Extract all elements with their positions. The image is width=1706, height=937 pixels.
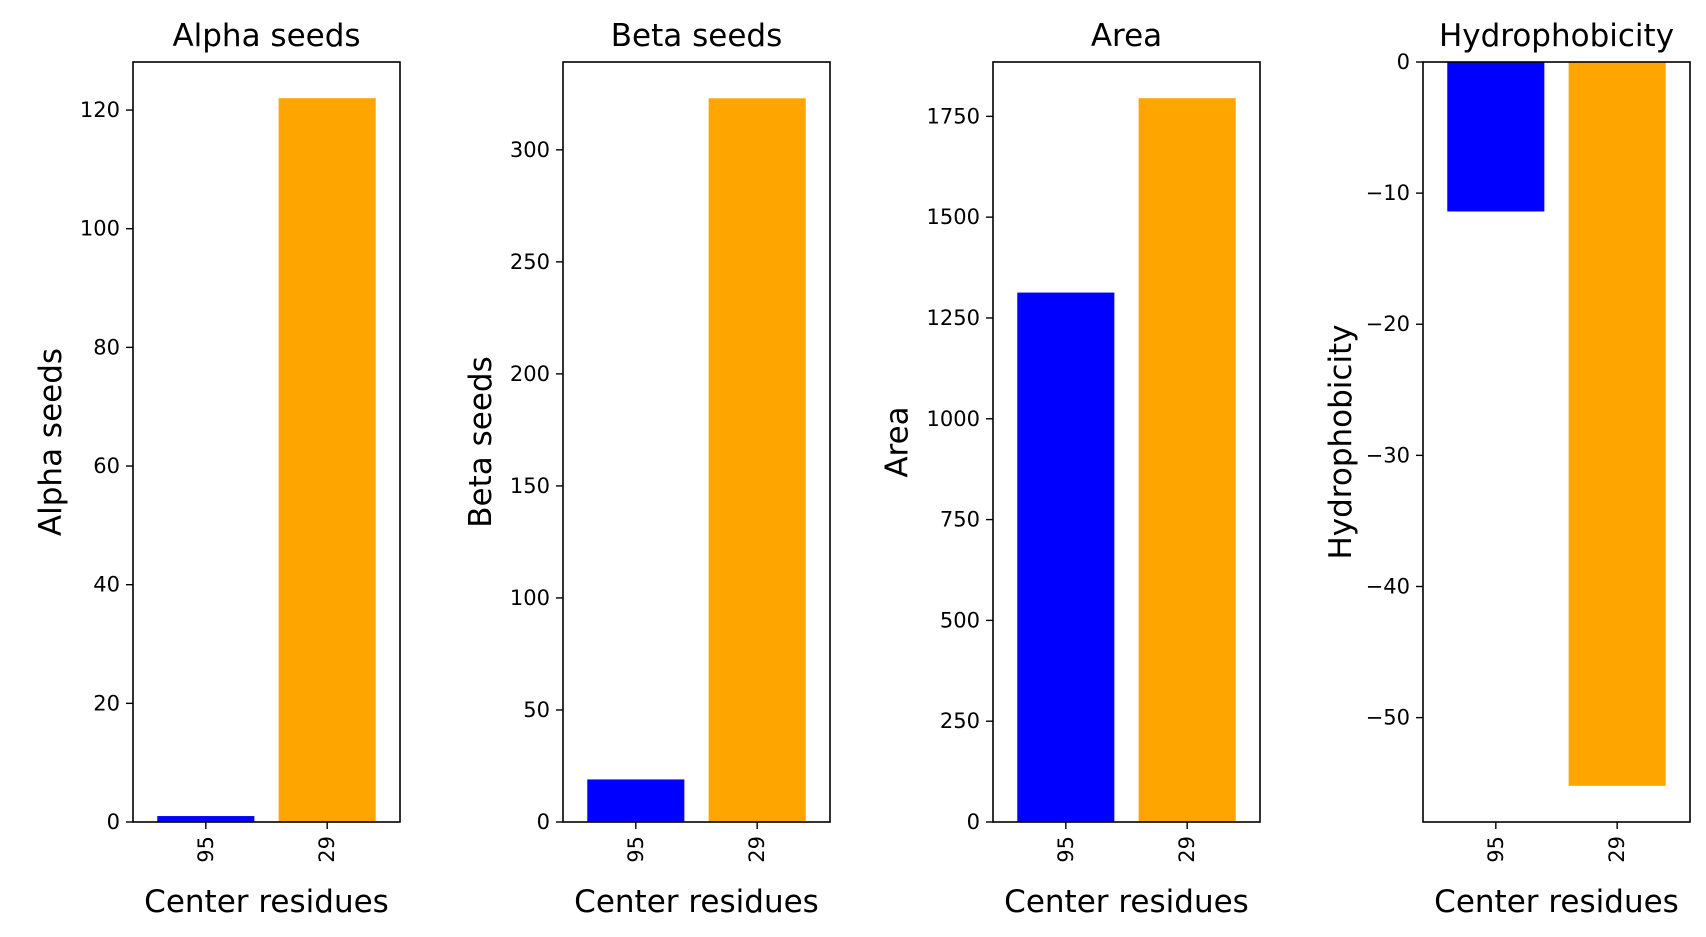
- axes-frame: [562, 61, 831, 823]
- x-tick-label: 95: [1054, 836, 1078, 863]
- bar-95: [587, 779, 685, 822]
- chart-panel-4: 0 −10 −20 −30 −40 −50 95 29 Hydrophobicity Center…: [1323, 18, 1691, 920]
- chart-panel-3: 0 250 500 750 1000 1250 1500 1750 95 29 Area Center…: [879, 18, 1261, 920]
- y-tick-label: −30: [1366, 443, 1410, 467]
- y-tick-label: 60: [93, 454, 120, 478]
- y-tick-label: 500: [940, 608, 980, 632]
- y-axis-label: Hydrophobicity: [1323, 324, 1359, 559]
- x-tick-label: 29: [745, 836, 769, 863]
- x-axis-label: Center residues: [1434, 884, 1679, 920]
- y-axis-label: Beta seeds: [463, 356, 499, 527]
- y-tick-label: −20: [1366, 312, 1410, 336]
- x-tick-label: 29: [315, 836, 339, 863]
- bar-95: [1447, 62, 1545, 212]
- y-tick-label: 40: [93, 573, 120, 597]
- axes-frame: [1422, 61, 1691, 823]
- x-axis-label: Center residues: [1004, 884, 1249, 920]
- y-tick-label: 0: [1397, 50, 1410, 74]
- y-tick-label: 1750: [927, 104, 980, 128]
- y-tick-label: −50: [1366, 706, 1410, 730]
- x-tick-label: 95: [1484, 836, 1508, 863]
- y-tick-label: 0: [967, 810, 980, 834]
- bar-29: [1568, 62, 1666, 786]
- x-tick-label: 95: [194, 836, 218, 863]
- x-tick-label: 29: [1175, 836, 1199, 863]
- x-axis-label: Center residues: [574, 884, 819, 920]
- y-tick-label: 1250: [927, 306, 980, 330]
- y-tick-label: 250: [940, 709, 980, 733]
- axes-frame: [132, 61, 401, 823]
- y-tick-label: 20: [93, 691, 120, 715]
- x-tick-label: 29: [1605, 836, 1629, 863]
- y-tick-label: 250: [510, 250, 550, 274]
- y-tick-label: 100: [510, 586, 550, 610]
- y-axis-label: Alpha seeds: [33, 348, 69, 536]
- y-tick-label: −10: [1366, 181, 1410, 205]
- chart-title: Area: [1091, 18, 1162, 54]
- chart-panel-2: 0 50 100 150 200 250 300 95 29 Beta seeds Center r…: [463, 18, 831, 920]
- y-tick-label: 80: [93, 335, 120, 359]
- y-axis-label: Area: [879, 406, 915, 477]
- y-tick-label: 1000: [927, 407, 980, 431]
- bar-95: [157, 816, 255, 822]
- bar-29: [278, 98, 376, 822]
- y-tick-label: 120: [80, 98, 120, 122]
- bar-95: [1017, 292, 1115, 822]
- x-tick-label: 95: [624, 836, 648, 863]
- y-tick-label: 0: [537, 810, 550, 834]
- bar-29: [708, 98, 806, 822]
- y-tick-label: 150: [510, 474, 550, 498]
- chart-title: Beta seeds: [611, 18, 782, 54]
- chart-title: Hydrophobicity: [1439, 18, 1674, 54]
- y-tick-label: 50: [523, 698, 550, 722]
- chart-title: Alpha seeds: [172, 18, 360, 54]
- y-tick-label: 0: [107, 810, 120, 834]
- y-tick-label: −40: [1366, 574, 1410, 598]
- x-axis-label: Center residues: [144, 884, 389, 920]
- y-tick-label: 750: [940, 508, 980, 532]
- axes-frame: [992, 61, 1261, 823]
- y-tick-label: 300: [510, 138, 550, 162]
- chart-panel-1: 0 20 40 60 80 100 120 95 29 Alpha seeds Center res…: [33, 18, 401, 920]
- y-tick-label: 1500: [927, 205, 980, 229]
- y-tick-label: 200: [510, 362, 550, 386]
- y-tick-label: 100: [80, 217, 120, 241]
- bar-29: [1138, 98, 1236, 823]
